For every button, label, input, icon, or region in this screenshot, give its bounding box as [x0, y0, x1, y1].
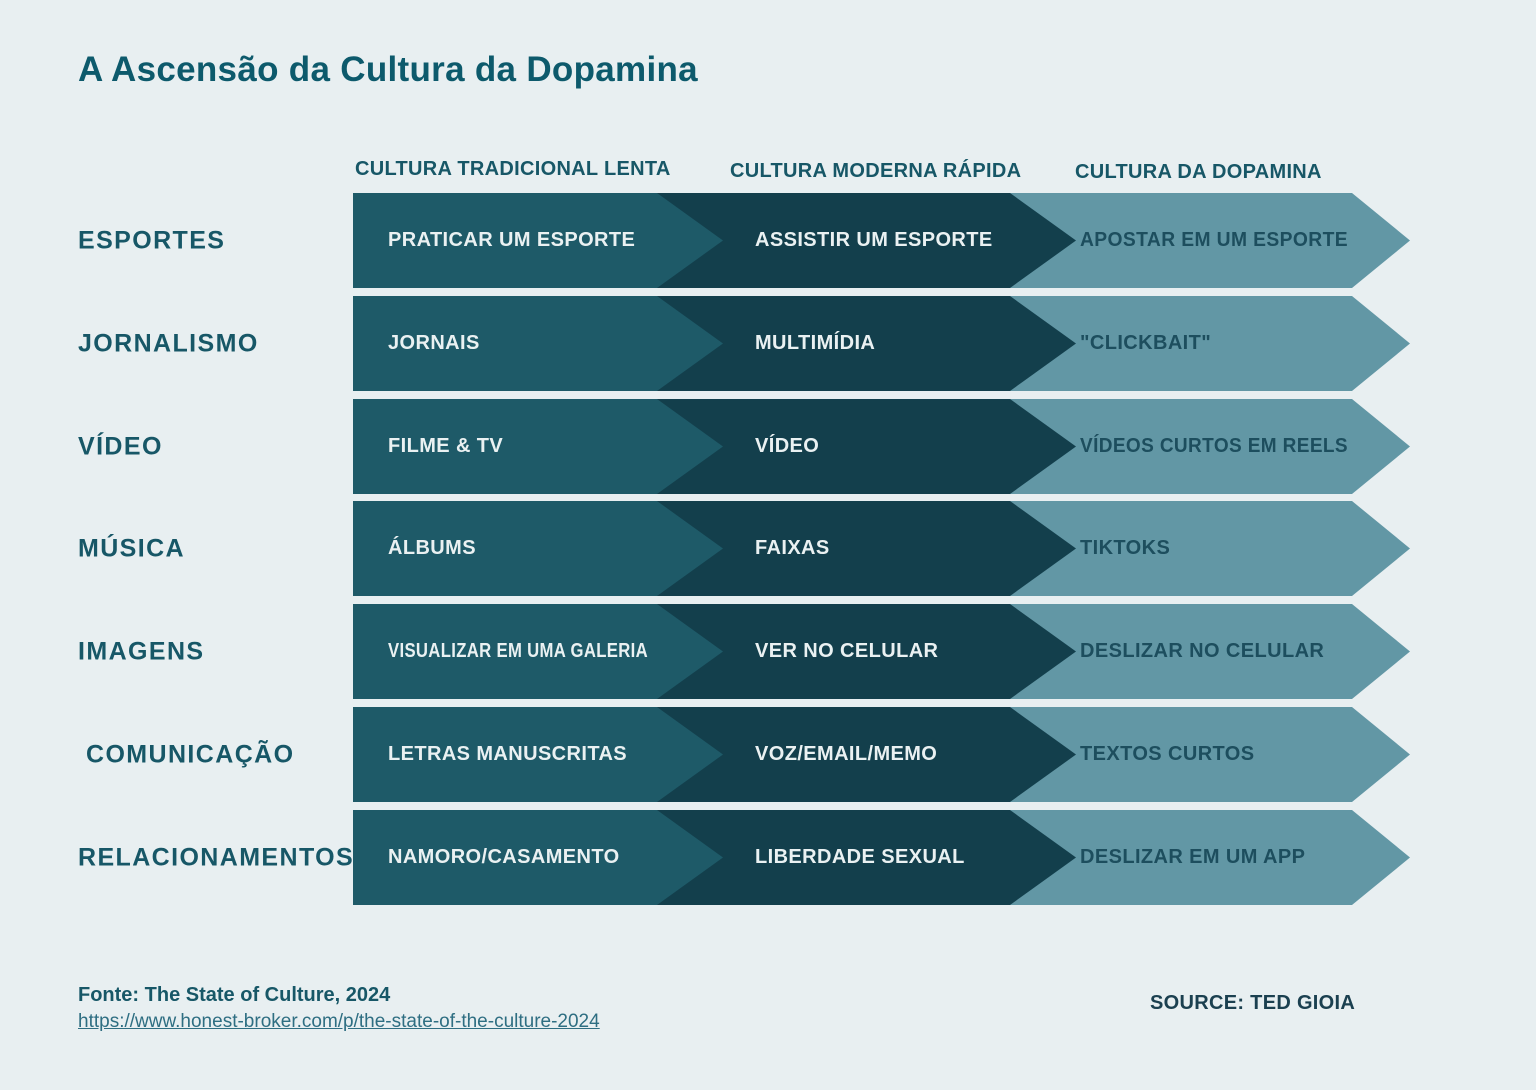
- arrow-traditional: JORNAIS: [353, 296, 723, 391]
- arrow-label: VER NO CELULAR: [755, 640, 939, 662]
- table-row: MÚSICA ÁLBUMS FAIXAS TIKTOKS: [0, 501, 1536, 596]
- arrow-traditional: VISUALIZAR EM UMA GALERIA: [353, 604, 723, 699]
- arrow-label: NAMORO/CASAMENTO: [388, 846, 620, 868]
- arrow-label: "CLICKBAIT": [1080, 332, 1212, 354]
- arrow-label: ASSISTIR UM ESPORTE: [755, 229, 993, 251]
- table-row: ESPORTES PRATICAR UM ESPORTE ASSISTIR UM…: [0, 193, 1536, 288]
- arrow-label: LETRAS MANUSCRITAS: [388, 743, 628, 765]
- arrow-traditional: LETRAS MANUSCRITAS: [353, 707, 723, 802]
- arrow-dopamine: DESLIZAR NO CELULAR: [1010, 604, 1410, 699]
- table-row: COMUNICAÇÃO LETRAS MANUSCRITAS VOZ/EMAIL…: [0, 707, 1536, 802]
- arrow-modern: VOZ/EMAIL/MEMO: [657, 707, 1076, 802]
- arrow-label: DESLIZAR EM UM APP: [1080, 846, 1306, 868]
- page-title: A Ascensão da Cultura da Dopamina: [78, 50, 698, 89]
- arrow-modern: VÍDEO: [657, 399, 1076, 494]
- arrow-dopamine: VÍDEOS CURTOS EM REELS: [1010, 399, 1410, 494]
- arrow-traditional: NAMORO/CASAMENTO: [353, 810, 723, 905]
- arrow-label: LIBERDADE SEXUAL: [755, 846, 965, 868]
- arrow-modern: LIBERDADE SEXUAL: [657, 810, 1076, 905]
- arrow-label: JORNAIS: [388, 332, 480, 354]
- arrow-label: PRATICAR UM ESPORTE: [388, 229, 636, 251]
- arrow-label: DESLIZAR NO CELULAR: [1080, 640, 1325, 662]
- row-category-label: VÍDEO: [78, 432, 163, 460]
- column-header-dopamine: CULTURA DA DOPAMINA: [1075, 161, 1322, 183]
- arrow-dopamine: TEXTOS CURTOS: [1010, 707, 1410, 802]
- arrow-dopamine: TIKTOKS: [1010, 501, 1410, 596]
- arrow-traditional: ÁLBUMS: [353, 501, 723, 596]
- arrow-label: VÍDEOS CURTOS EM REELS: [1080, 435, 1348, 457]
- row-category-label: JORNALISMO: [78, 329, 259, 357]
- row-category-label: RELACIONAMENTOS: [78, 843, 355, 871]
- table-row: RELACIONAMENTOS NAMORO/CASAMENTO LIBERDA…: [0, 810, 1536, 905]
- arrow-dopamine: APOSTAR EM UM ESPORTE: [1010, 193, 1410, 288]
- arrow-label: FILME & TV: [388, 435, 504, 457]
- arrow-label: VISUALIZAR EM UMA GALERIA: [388, 640, 648, 662]
- footer-source-credit: SOURCE: TED GIOIA: [1150, 992, 1356, 1014]
- table-row: IMAGENS VISUALIZAR EM UMA GALERIA VER NO…: [0, 604, 1536, 699]
- arrow-label: ÁLBUMS: [388, 537, 476, 559]
- arrow-label: TEXTOS CURTOS: [1080, 743, 1255, 765]
- arrow-dopamine: "CLICKBAIT": [1010, 296, 1410, 391]
- arrow-label: FAIXAS: [755, 537, 830, 559]
- footer-source-title: Fonte: The State of Culture, 2024: [78, 984, 391, 1006]
- arrow-label: VOZ/EMAIL/MEMO: [755, 743, 938, 765]
- arrow-modern: MULTIMÍDIA: [657, 296, 1076, 391]
- arrow-dopamine: DESLIZAR EM UM APP: [1010, 810, 1410, 905]
- column-header-traditional: CULTURA TRADICIONAL LENTA: [355, 158, 671, 180]
- arrow-modern: FAIXAS: [657, 501, 1076, 596]
- column-header-modern: CULTURA MODERNA RÁPIDA: [730, 160, 1022, 182]
- row-category-label: MÚSICA: [78, 534, 186, 562]
- arrow-label: MULTIMÍDIA: [755, 332, 876, 354]
- table-row: VÍDEO FILME & TV VÍDEO VÍDEOS CURTOS EM …: [0, 399, 1536, 494]
- arrow-label: TIKTOKS: [1080, 537, 1171, 559]
- arrow-modern: ASSISTIR UM ESPORTE: [657, 193, 1076, 288]
- arrow-label: APOSTAR EM UM ESPORTE: [1080, 229, 1348, 251]
- arrow-traditional: FILME & TV: [353, 399, 723, 494]
- source-link[interactable]: https://www.honest-broker.com/p/the-stat…: [78, 1011, 600, 1032]
- table-row: JORNALISMO JORNAIS MULTIMÍDIA "CLICKBAIT…: [0, 296, 1536, 391]
- arrow-label: VÍDEO: [755, 435, 820, 457]
- row-category-label: IMAGENS: [78, 637, 205, 665]
- row-category-label: ESPORTES: [78, 226, 226, 254]
- row-category-label: COMUNICAÇÃO: [86, 740, 295, 768]
- arrow-modern: VER NO CELULAR: [657, 604, 1076, 699]
- arrow-traditional: PRATICAR UM ESPORTE: [353, 193, 723, 288]
